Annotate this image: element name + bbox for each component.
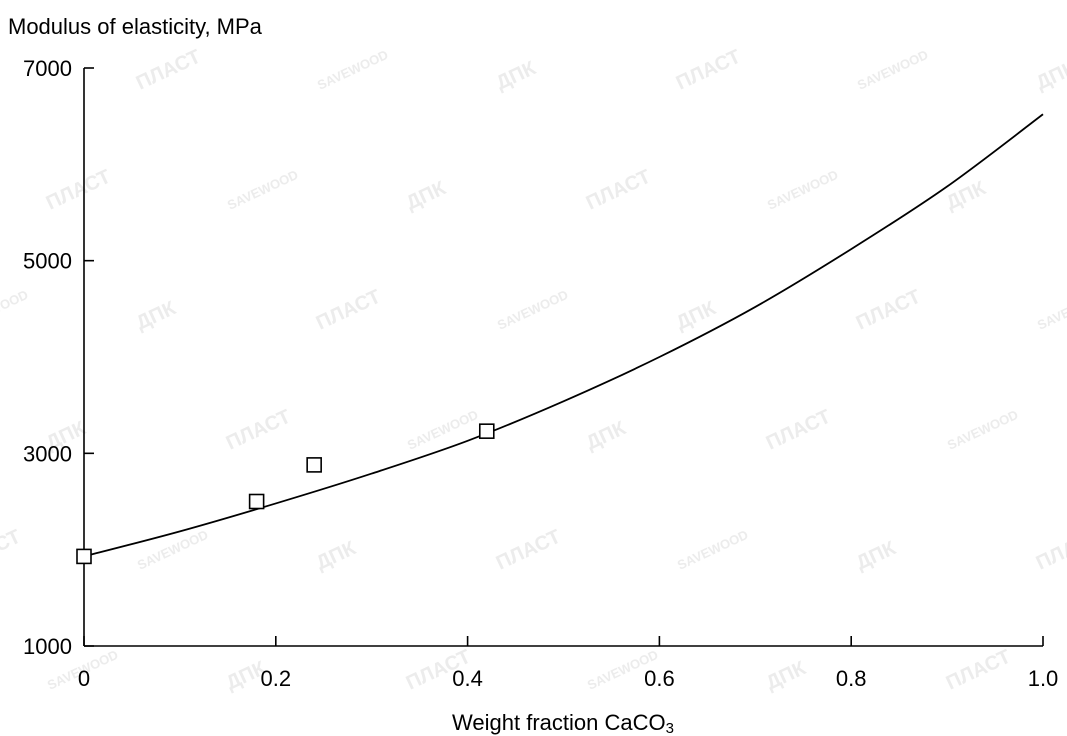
watermark-text: ДПК (943, 177, 990, 215)
watermark-text: ПЛАСТ (43, 166, 114, 215)
x-tick-label: 0.6 (644, 666, 675, 691)
watermark-text: SAVEWOOD (1035, 287, 1067, 333)
data-points (76, 423, 495, 565)
watermark-text: ПЛАСТ (223, 406, 294, 455)
x-tick-label: 0.2 (261, 666, 292, 691)
y-tick-label: 5000 (23, 249, 72, 274)
x-axis-label-subscript: 3 (666, 720, 674, 736)
watermark-text: ПЛАСТ (493, 526, 564, 575)
y-tick-label: 3000 (23, 441, 72, 466)
x-axis-label-main: Weight fraction CaCO (452, 710, 666, 735)
watermark-text: ПЛАСТ (133, 46, 204, 95)
watermark-text: ПЛАСТ (673, 46, 744, 95)
watermark-text: SAVEWOOD (945, 407, 1021, 453)
watermark-text: ДПК (403, 177, 450, 215)
watermark-text: SAVEWOOD (315, 47, 391, 93)
watermark-text: ПЛАСТ (853, 286, 924, 335)
watermark-text: SAVEWOOD (0, 287, 30, 333)
watermark-text: ДПК (763, 657, 810, 695)
y-tick-label: 1000 (23, 634, 72, 659)
y-ticks: 1000 3000 5000 7000 (23, 56, 94, 659)
watermark-text: ПЛАСТ (1033, 526, 1067, 575)
x-tick-label: 0.4 (452, 666, 483, 691)
watermark-text: ПЛАСТ (583, 166, 654, 215)
watermark-text: ПЛАСТ (313, 286, 384, 335)
x-ticks: 0 0.2 0.4 0.6 0.8 1.0 (78, 636, 1058, 691)
fit-curve-line (83, 113, 1044, 558)
watermark-text: SAVEWOOD (855, 47, 931, 93)
x-tick-label: 0.8 (836, 666, 867, 691)
y-tick-label: 7000 (23, 56, 72, 81)
watermark-text: ДПК (313, 537, 360, 575)
watermark-text: SAVEWOOD (225, 167, 301, 213)
watermark-text: ДПК (583, 417, 630, 455)
watermark-text: SAVEWOOD (405, 407, 481, 453)
watermark-text: SAVEWOOD (675, 527, 751, 573)
watermark-text: ПЛАСТ (0, 526, 24, 575)
watermark-text: ПЛАСТ (763, 406, 834, 455)
watermark-text: ПЛАСТ (943, 646, 1014, 695)
watermark-text: ДПК (673, 297, 720, 335)
data-point (76, 548, 92, 565)
y-axis-label: Modulus of elasticity, MPa (8, 14, 263, 39)
watermark: ДПК ПЛАСТ SAVEWOOD ДПК ПЛАСТ SAVEWOOD ДПК ПЛАСТ… (0, 46, 1067, 695)
data-point (306, 457, 322, 473)
watermark-text: ДПК (1033, 57, 1067, 95)
watermark-text: ДПК (493, 57, 540, 95)
watermark-text: ДПК (133, 297, 180, 335)
watermark-text: ДПК (853, 537, 900, 575)
data-point (248, 493, 265, 510)
x-axis-label: Weight fraction CaCO3 (452, 710, 674, 736)
watermark-text: SAVEWOOD (765, 167, 841, 213)
data-point (478, 423, 495, 439)
watermark-text: SAVEWOOD (495, 287, 571, 333)
x-tick-label: 1.0 (1028, 666, 1059, 691)
x-tick-label: 0 (78, 666, 90, 691)
